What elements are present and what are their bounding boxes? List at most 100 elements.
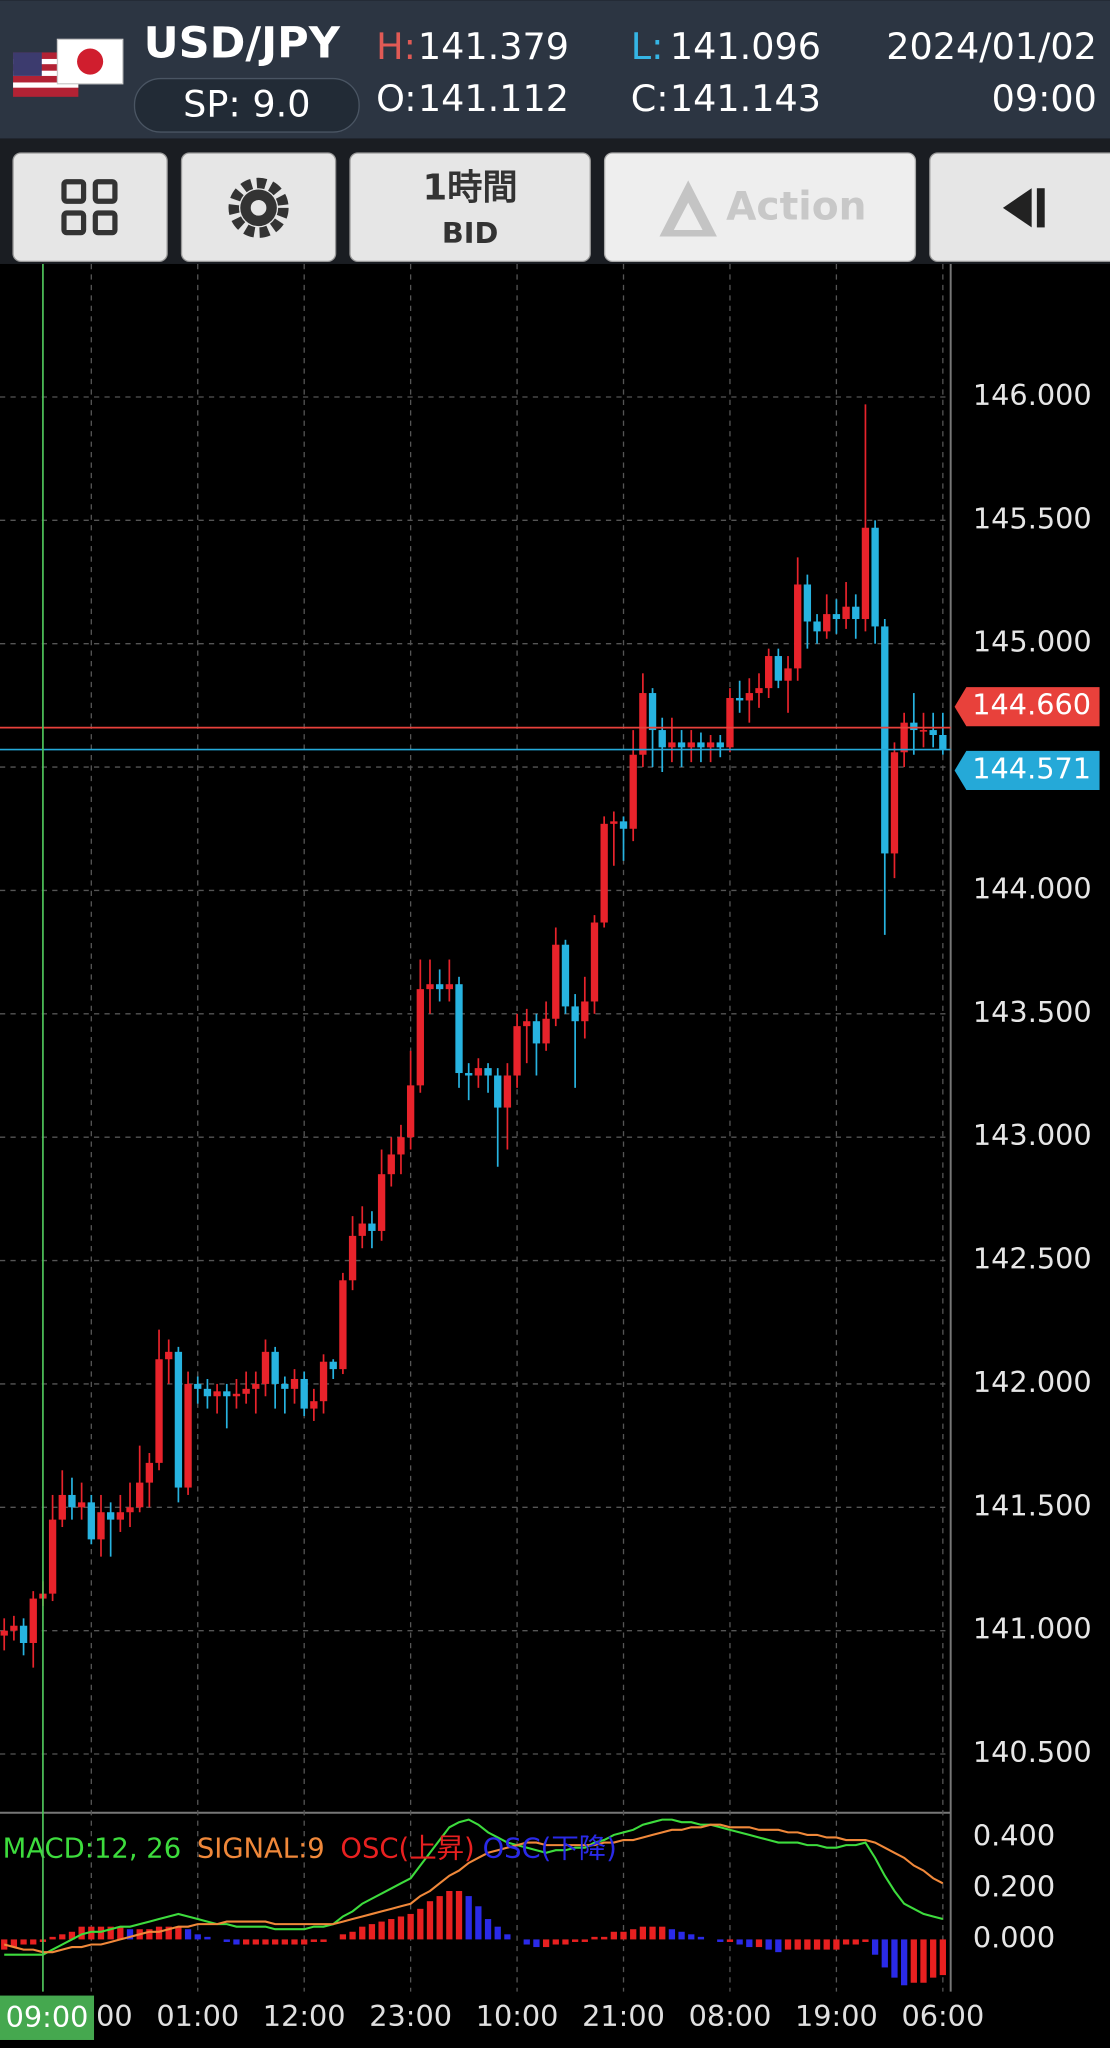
candle-body — [706, 742, 715, 748]
candle-body — [436, 984, 444, 990]
osc-bar — [359, 1926, 366, 1940]
candle-body — [542, 1018, 550, 1044]
candle-body — [97, 1512, 105, 1540]
price-tag-label: 144.571 — [972, 751, 1091, 785]
candle-body — [697, 742, 705, 748]
open-label: O: — [376, 77, 416, 120]
candle-body — [910, 722, 918, 731]
osc-bar — [281, 1939, 288, 1945]
candle-body — [348, 1235, 357, 1281]
candle-body — [861, 527, 870, 620]
osc-bar — [339, 1934, 347, 1940]
candle-body — [445, 984, 453, 990]
candle-body — [919, 730, 928, 732]
candle-body — [10, 1625, 18, 1631]
price-type: BID — [442, 216, 498, 250]
candle-body — [68, 1494, 76, 1508]
candle-body — [252, 1383, 260, 1389]
candle-body — [290, 1378, 299, 1389]
osc-bar — [175, 1926, 182, 1940]
osc-bar — [446, 1890, 453, 1940]
legend-entry: SIGNAL:9 — [197, 1833, 325, 1864]
candle-body — [735, 697, 744, 701]
osc-bar — [475, 1906, 482, 1940]
osc-bar — [78, 1926, 85, 1940]
osc-bar — [97, 1926, 105, 1940]
candle-body — [300, 1378, 308, 1409]
candle-body — [107, 1512, 115, 1520]
low-value: 141.096 — [670, 25, 821, 68]
y-tick-label: 144.000 — [973, 871, 1092, 905]
layout-button[interactable] — [12, 152, 168, 263]
osc-bar — [10, 1939, 18, 1948]
osc-bar — [397, 1916, 405, 1940]
candle-body — [406, 1085, 415, 1138]
candle-body — [319, 1361, 328, 1402]
y-tick-label: 141.500 — [973, 1488, 1092, 1522]
candle-body — [426, 984, 434, 990]
panel-toggle-button[interactable] — [929, 152, 1110, 263]
action-label: Action — [726, 185, 866, 230]
y-tick-label: 146.000 — [973, 378, 1092, 412]
spread: SP: 9.0 — [183, 82, 310, 125]
candle-body — [881, 626, 889, 854]
candle-body — [329, 1361, 337, 1370]
x-tick-label: 08:00 — [689, 1999, 772, 2033]
legend-entry: MACD:12, 26 — [3, 1833, 182, 1864]
candle-body — [619, 821, 628, 829]
osc-bar — [697, 1936, 705, 1940]
candle-body — [600, 823, 608, 923]
osc-bar — [504, 1934, 511, 1940]
osc-bar — [484, 1919, 492, 1940]
action-button[interactable]: Action — [603, 152, 917, 263]
y-tick-label: 0.200 — [973, 1869, 1055, 1903]
candle-body — [232, 1393, 241, 1397]
candle-body — [532, 1021, 541, 1044]
indicator-line — [4, 1818, 944, 1956]
candle-body — [716, 742, 724, 748]
price-tag-label: 144.660 — [972, 688, 1091, 722]
candle-body — [784, 668, 792, 681]
y-tick-label: 143.000 — [973, 1118, 1092, 1152]
osc-bar — [310, 1939, 318, 1942]
price-tag — [954, 750, 1100, 791]
legend-entry: OSC(上昇) — [340, 1833, 474, 1864]
osc-bar — [542, 1939, 550, 1948]
candle-body — [677, 742, 686, 748]
osc-bar — [833, 1939, 840, 1950]
candle-body — [465, 1073, 473, 1076]
candle-body — [77, 1502, 86, 1508]
osc-bar — [736, 1939, 743, 1945]
low-label: L: — [631, 25, 664, 68]
crosshair-tag — [0, 1995, 95, 2040]
osc-bar — [794, 1939, 801, 1950]
osc-bar — [678, 1931, 685, 1940]
osc-bar — [107, 1926, 114, 1940]
candle-body — [203, 1388, 212, 1397]
spread-pill — [133, 77, 360, 133]
osc-bar — [688, 1934, 695, 1940]
candle-body — [755, 688, 763, 694]
candle-body — [416, 989, 424, 1086]
osc-bar — [552, 1939, 559, 1945]
timeframe-button[interactable]: 1時間 BID — [349, 152, 591, 263]
candle-body — [571, 1006, 579, 1022]
osc-bar — [784, 1939, 792, 1950]
osc-bar — [852, 1939, 859, 1945]
y-tick-label: 145.500 — [973, 501, 1092, 535]
osc-bar — [146, 1929, 153, 1940]
x-tick-label: 06:00 — [901, 1999, 984, 2033]
candle-body — [58, 1494, 66, 1520]
osc-bar — [804, 1939, 811, 1950]
close-label: C: — [631, 77, 669, 120]
x-tick-label: 10:00 — [476, 1999, 559, 2033]
osc-bar — [523, 1939, 530, 1945]
osc-bar — [30, 1939, 37, 1945]
candle-body — [242, 1388, 250, 1394]
osc-bar — [455, 1890, 463, 1940]
osc-bar — [68, 1931, 76, 1940]
settings-button[interactable] — [180, 152, 337, 263]
osc-bar — [862, 1939, 869, 1942]
y-tick-label: 140.500 — [973, 1735, 1092, 1769]
